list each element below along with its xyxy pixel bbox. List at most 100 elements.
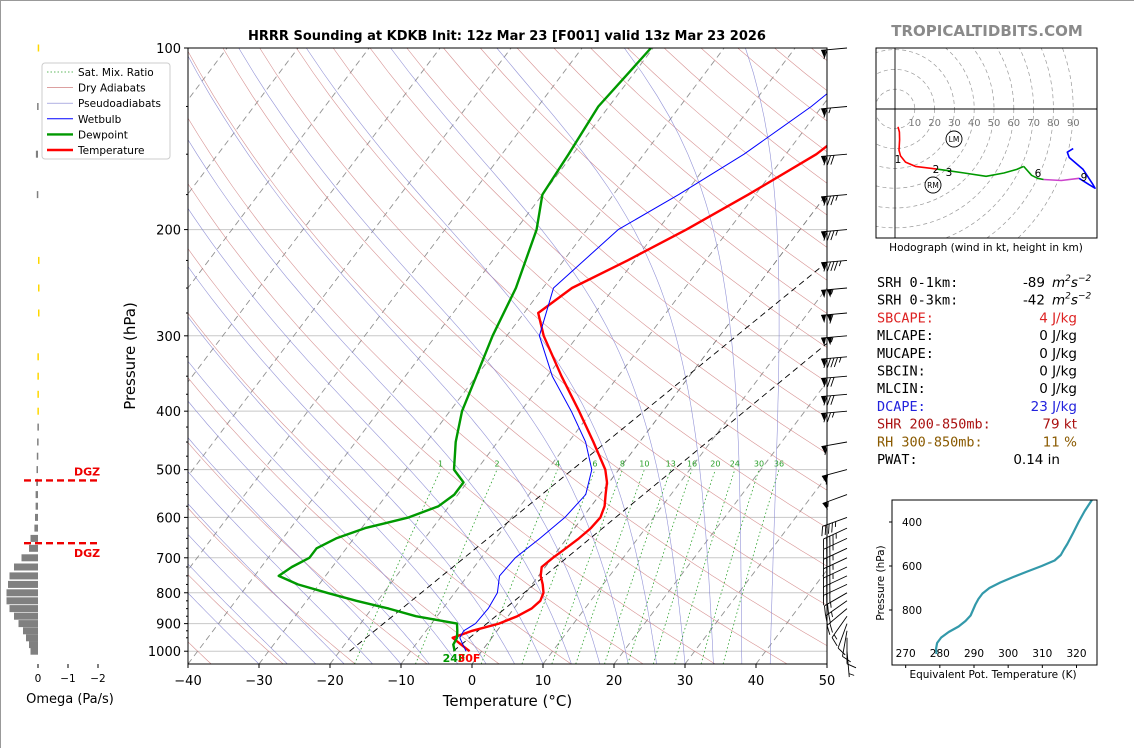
barb-staff bbox=[822, 516, 848, 527]
barb-full bbox=[824, 605, 826, 616]
index-label: RH 300-850mb: bbox=[877, 434, 983, 450]
legend-entry: Dry Adiabats bbox=[78, 83, 146, 95]
mixing-ratio-label: 6 bbox=[592, 460, 597, 469]
barb-half bbox=[831, 412, 835, 418]
barb-full bbox=[823, 196, 828, 206]
mixing-ratio-label: 36 bbox=[774, 460, 784, 469]
wind-barb bbox=[821, 516, 848, 537]
wind-barb bbox=[822, 583, 848, 606]
barb-full bbox=[826, 377, 831, 388]
barb-pennant bbox=[821, 231, 827, 240]
hodo-ring-label: 90 bbox=[1067, 118, 1080, 129]
mixing-ratio-label: 30 bbox=[754, 460, 764, 469]
omega-bar bbox=[35, 491, 38, 499]
index-unit: m2s−2 bbox=[1052, 292, 1091, 309]
barb-staff bbox=[842, 630, 848, 657]
mixing-ratio-label: 4 bbox=[555, 460, 560, 469]
barb-half bbox=[835, 533, 837, 539]
mixing-ratio-line bbox=[700, 469, 760, 664]
barb-pennant bbox=[821, 314, 827, 324]
dry-adiabat bbox=[222, 48, 827, 606]
unit-neg2: −2 bbox=[1078, 292, 1092, 302]
barb-staff bbox=[822, 494, 848, 504]
barb-full bbox=[831, 637, 838, 647]
x-tick-label: −10 bbox=[387, 674, 414, 689]
index-value: 0 J/kg bbox=[1039, 328, 1077, 344]
theta-e-line bbox=[934, 500, 1093, 655]
isotherm-line bbox=[329, 48, 796, 664]
wind-barb bbox=[821, 441, 848, 456]
storm-motion-marker bbox=[924, 176, 942, 194]
unit-m: m bbox=[1052, 275, 1065, 291]
omega-bar bbox=[18, 620, 38, 628]
wind-barb bbox=[821, 469, 848, 485]
barb-full bbox=[829, 565, 831, 576]
index-value: -89 bbox=[1023, 275, 1045, 291]
hodo-ring-label: 60 bbox=[1007, 118, 1020, 129]
omega-bar bbox=[30, 534, 38, 542]
pseudoadiabat bbox=[306, 48, 657, 664]
barb-full bbox=[830, 155, 835, 165]
isotherm-line bbox=[755, 569, 827, 664]
x-tick-label: 30 bbox=[677, 674, 694, 689]
dry-adiabat bbox=[259, 48, 827, 567]
barb-full bbox=[830, 195, 835, 206]
isotherm-line bbox=[188, 48, 299, 195]
barb-half bbox=[830, 602, 832, 608]
y-tick-label: 200 bbox=[156, 224, 181, 239]
x-tick-label: 0 bbox=[468, 674, 476, 689]
barb-half bbox=[835, 195, 838, 201]
dry-adiabat bbox=[188, 50, 827, 647]
mixing-ratio-line bbox=[604, 469, 672, 664]
mixing-ratio-line bbox=[722, 469, 780, 664]
unit-2: 2 bbox=[1065, 274, 1071, 284]
barb-staff bbox=[821, 106, 848, 110]
barb-pennant bbox=[821, 289, 827, 299]
barb-full bbox=[830, 395, 835, 405]
isotherm-line bbox=[542, 287, 827, 664]
barb-staff bbox=[823, 557, 848, 570]
barb-half bbox=[832, 544, 834, 551]
barb-full bbox=[830, 230, 835, 241]
hodo-trace bbox=[897, 126, 938, 170]
isotherm-line bbox=[188, 48, 370, 289]
omega-bar bbox=[30, 647, 38, 655]
omega-bar bbox=[23, 627, 38, 635]
index-label: SBCIN: bbox=[877, 364, 926, 380]
barb-full bbox=[828, 613, 831, 624]
wind-barb bbox=[825, 600, 848, 626]
barb-full bbox=[829, 622, 833, 633]
hodo-height-label: 3 bbox=[946, 167, 953, 179]
mixing-ratio-label: 13 bbox=[666, 460, 676, 469]
omega-bar bbox=[38, 309, 40, 317]
barb-full bbox=[822, 577, 825, 588]
barb-full bbox=[826, 547, 828, 558]
wind-barb bbox=[821, 356, 848, 369]
wind-barb bbox=[822, 566, 848, 588]
theta-x-tick-label: 280 bbox=[930, 648, 950, 660]
y-tick-label: 600 bbox=[156, 511, 181, 526]
barb-full bbox=[822, 539, 825, 549]
barb-half bbox=[830, 336, 834, 343]
isotherm-line bbox=[826, 663, 827, 664]
theta-x-tick-label: 300 bbox=[998, 648, 1018, 660]
brand-label: TROPICALTIDBITS.COM bbox=[891, 22, 1083, 40]
mixing-ratio-line bbox=[551, 469, 623, 664]
barb-staff bbox=[823, 583, 848, 596]
pseudoadiabat bbox=[188, 437, 402, 664]
mixing-ratio-label: 16 bbox=[687, 460, 697, 469]
wind-barb bbox=[821, 312, 848, 324]
x-tick-label: 10 bbox=[535, 674, 552, 689]
barb-full bbox=[829, 314, 834, 324]
isotherm-line bbox=[0, 48, 14, 664]
omega-bar bbox=[14, 563, 38, 571]
wind-barb bbox=[831, 615, 848, 647]
barb-staff bbox=[824, 592, 848, 607]
y-axis-label: Pressure (hPa) bbox=[121, 302, 139, 410]
barb-full bbox=[833, 357, 838, 368]
mixing-ratio-line bbox=[521, 469, 596, 664]
wind-barb bbox=[821, 153, 848, 166]
wind-barb bbox=[822, 575, 848, 597]
dry-adiabat bbox=[296, 48, 827, 529]
